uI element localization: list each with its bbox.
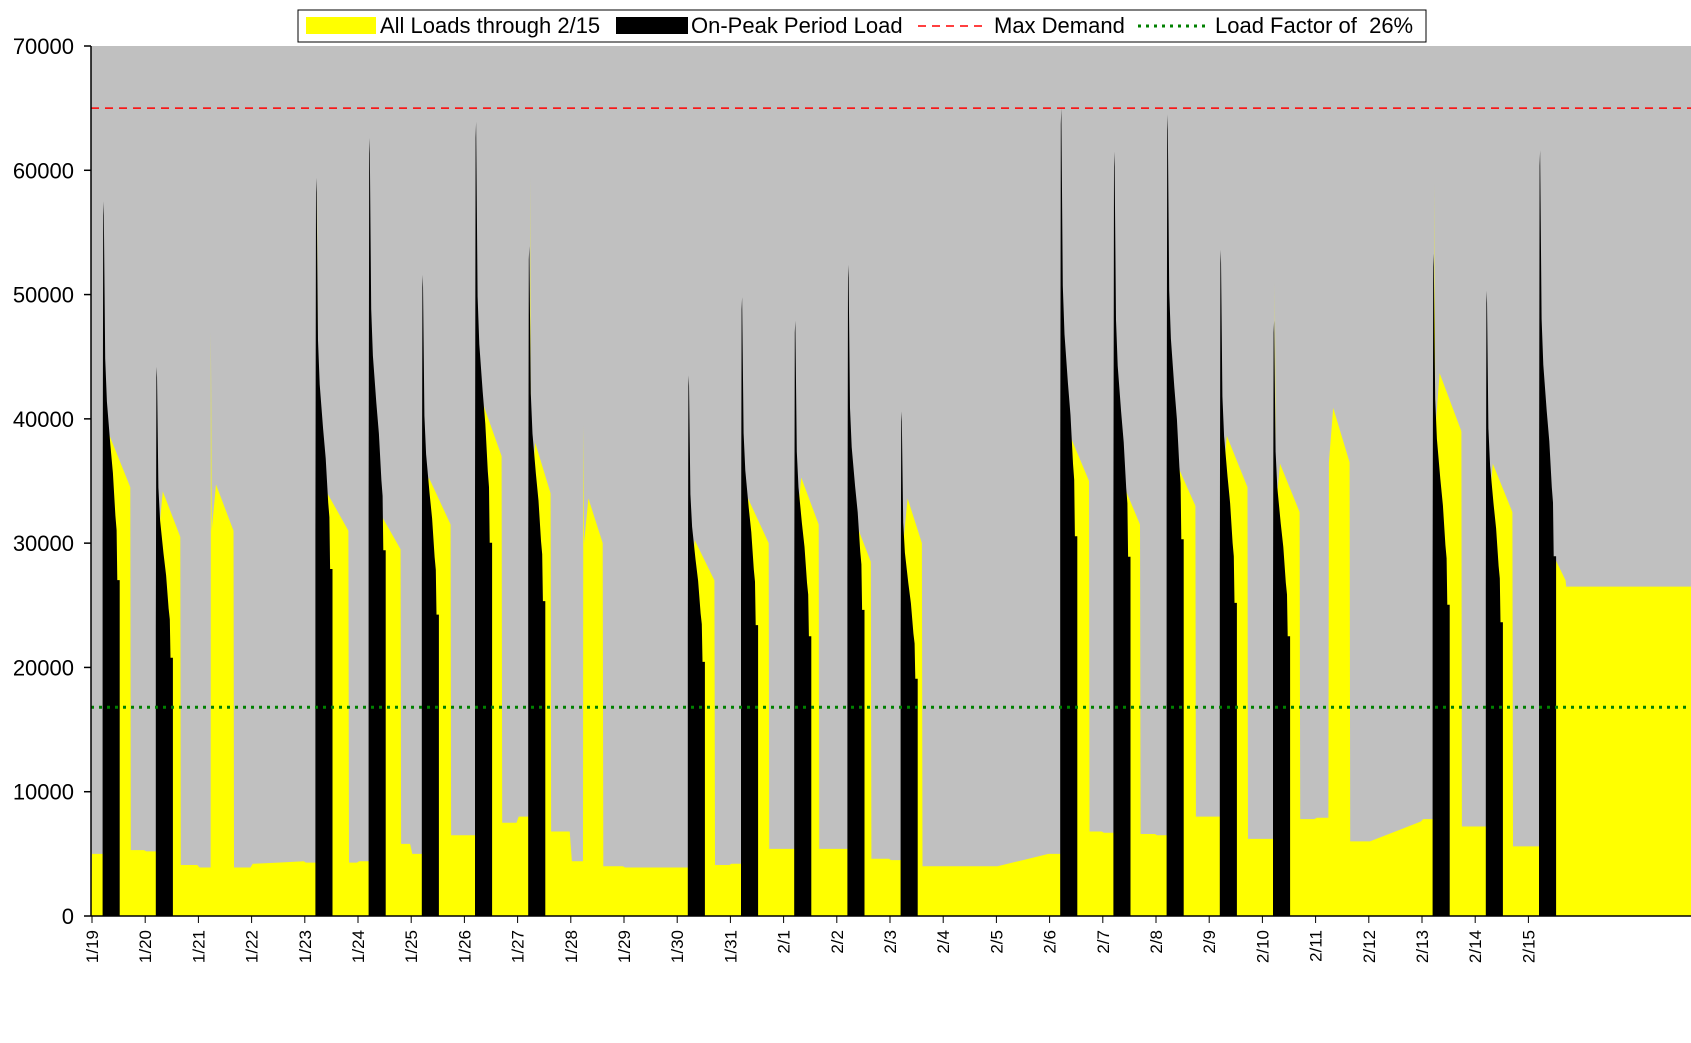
on-peak-area-1-27: [528, 246, 546, 917]
on-peak-area-1-26: [475, 121, 493, 917]
x-tick-label: 2/11: [1307, 930, 1326, 962]
plot-area: [91, 46, 1691, 916]
x-tick-label: 2/3: [881, 930, 900, 954]
x-tick-label: 1/21: [189, 930, 208, 963]
x-tick-label: 2/15: [1519, 930, 1538, 963]
y-tick-label: 20000: [13, 655, 74, 680]
x-tick-label: 1/29: [615, 930, 634, 963]
y-tick-label: 40000: [13, 407, 74, 432]
x-tick-label: 2/10: [1253, 930, 1272, 963]
x-tick-label: 1/23: [296, 930, 315, 963]
x-tick-labels: 1/19 1/20 1/21 1/22 1/23 1/24 1/25 1/26 1/27 1/28…: [83, 916, 1538, 963]
on-peak-area-2-1: [794, 320, 812, 916]
x-tick-label: 1/31: [721, 930, 740, 963]
x-tick-label: 2/14: [1466, 930, 1485, 963]
y-tick-label: 30000: [13, 531, 74, 556]
x-tick-label: 1/20: [136, 930, 155, 963]
on-peak-area-2-14: [1485, 290, 1503, 916]
on-peak-area-1-23: [315, 177, 333, 916]
on-peak-area-1-31: [741, 297, 759, 917]
legend-label-on-peak: On-Peak Period Load: [691, 13, 903, 38]
on-peak-area-2-9: [1219, 249, 1237, 917]
on-peak-area-2-2: [847, 264, 865, 916]
x-tick-label: 2/8: [1147, 930, 1166, 954]
x-tick-label: 2/1: [775, 930, 794, 954]
x-tick-label: 2/6: [1041, 930, 1060, 954]
x-tick-label: 1/24: [349, 930, 368, 963]
x-tick-label: 2/2: [828, 930, 847, 954]
x-tick-label: 1/25: [402, 930, 421, 963]
on-peak-area-1-25: [421, 274, 439, 916]
x-tick-label: 2/13: [1413, 930, 1432, 963]
on-peak-area-2-13: [1432, 253, 1450, 917]
x-tick-label: 2/4: [934, 930, 953, 954]
y-tick-label: 50000: [13, 283, 74, 308]
on-peak-area-2-7: [1113, 151, 1131, 917]
x-tick-label: 2/5: [987, 930, 1006, 954]
legend-label-load-factor: Load Factor of 26%: [1215, 13, 1413, 38]
y-tick-label: 0: [62, 904, 74, 929]
legend-box: [297, 9, 1427, 43]
on-peak-area-1-20: [155, 366, 173, 916]
x-tick-label: 1/22: [243, 930, 262, 963]
x-tick-label: 1/28: [562, 930, 581, 963]
legend-swatch-on-peak: [616, 17, 688, 34]
x-tick-label: 2/12: [1360, 930, 1379, 963]
x-tick-label: 1/26: [455, 930, 474, 963]
legend: All Loads through 2/15 On-Peak Period Lo…: [297, 9, 1427, 43]
on-peak-area-1-30: [687, 375, 705, 916]
legend-label-max-demand: Max Demand: [994, 13, 1125, 38]
on-peak-area-1-24: [368, 138, 386, 916]
y-tick-label: 70000: [13, 34, 74, 59]
x-tick-label: 2/9: [1200, 930, 1219, 954]
on-peak-area: [102, 108, 1557, 917]
on-peak-area-2-15: [1539, 150, 1557, 916]
x-tick-label: 1/19: [83, 930, 102, 963]
on-peak-area-2-3: [900, 411, 918, 916]
on-peak-area-2-10: [1273, 320, 1291, 916]
y-tick-label: 60000: [13, 158, 74, 183]
y-tick-labels: 0 10000 20000 30000 40000 50000 60000 70000: [13, 34, 91, 929]
legend-swatch-all-loads: [306, 17, 376, 34]
x-tick-label: 1/30: [668, 930, 687, 963]
on-peak-area-2-8: [1166, 114, 1184, 916]
x-tick-label: 1/27: [509, 930, 528, 963]
on-peak-area-1-19: [102, 201, 120, 916]
y-tick-label: 10000: [13, 780, 74, 805]
x-tick-label: 2/7: [1094, 930, 1113, 954]
reference-lines: [91, 107, 1691, 709]
on-peak-area-2-6: [1060, 108, 1078, 917]
legend-label-all-loads: All Loads through 2/15: [380, 13, 600, 38]
